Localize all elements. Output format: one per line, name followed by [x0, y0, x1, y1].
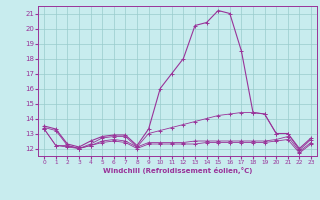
X-axis label: Windchill (Refroidissement éolien,°C): Windchill (Refroidissement éolien,°C)	[103, 167, 252, 174]
